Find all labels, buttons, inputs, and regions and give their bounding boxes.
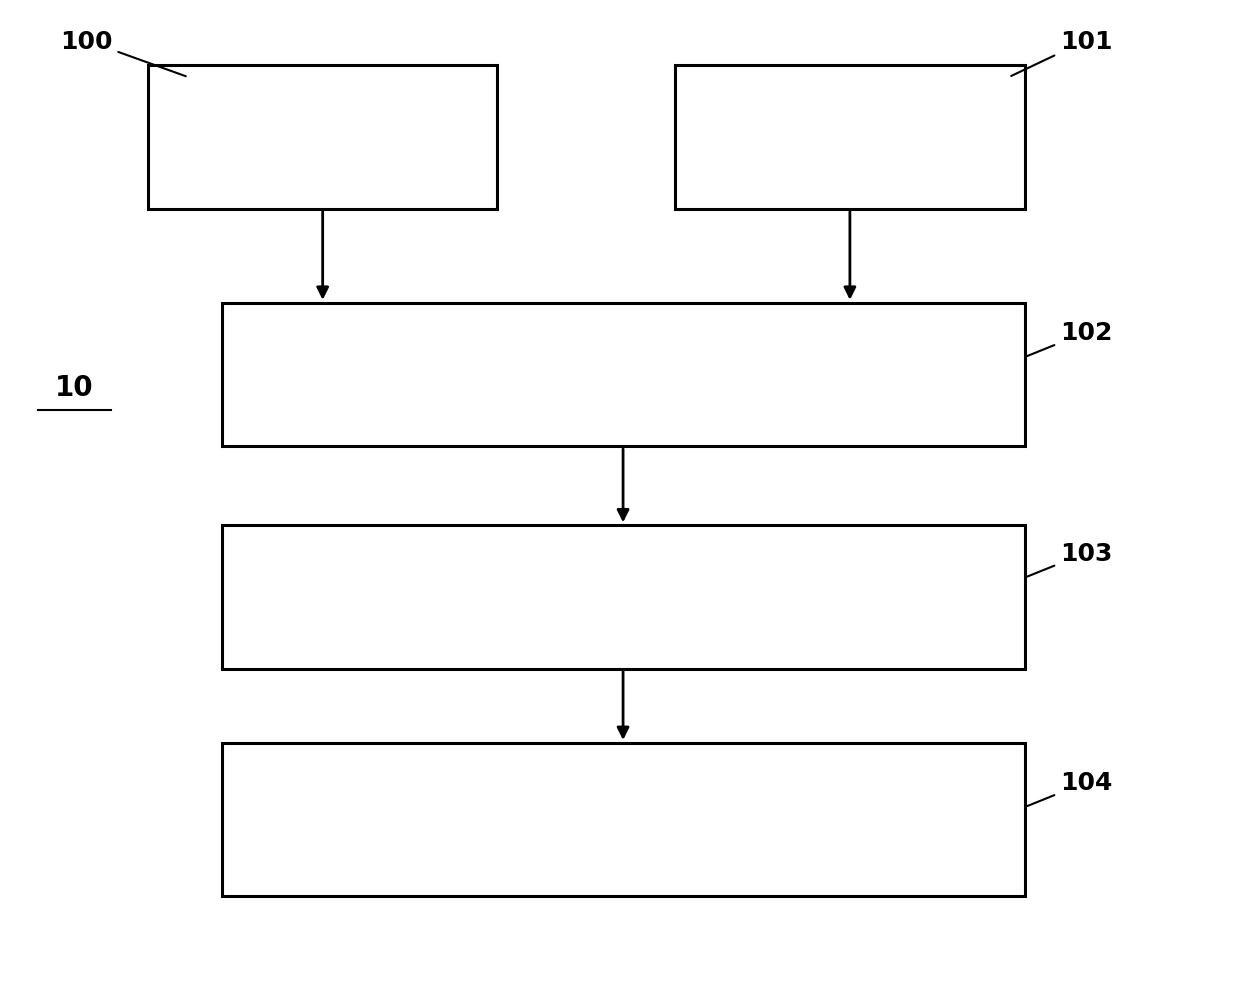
FancyBboxPatch shape <box>148 66 497 209</box>
Text: 102: 102 <box>1027 321 1112 357</box>
FancyBboxPatch shape <box>222 526 1024 669</box>
Text: 101: 101 <box>1011 29 1112 77</box>
FancyBboxPatch shape <box>222 304 1024 447</box>
Text: 100: 100 <box>61 29 186 77</box>
FancyBboxPatch shape <box>675 66 1024 209</box>
Text: 10: 10 <box>55 374 94 402</box>
Text: 104: 104 <box>1027 771 1112 807</box>
FancyBboxPatch shape <box>222 743 1024 896</box>
Text: 103: 103 <box>1027 541 1112 577</box>
